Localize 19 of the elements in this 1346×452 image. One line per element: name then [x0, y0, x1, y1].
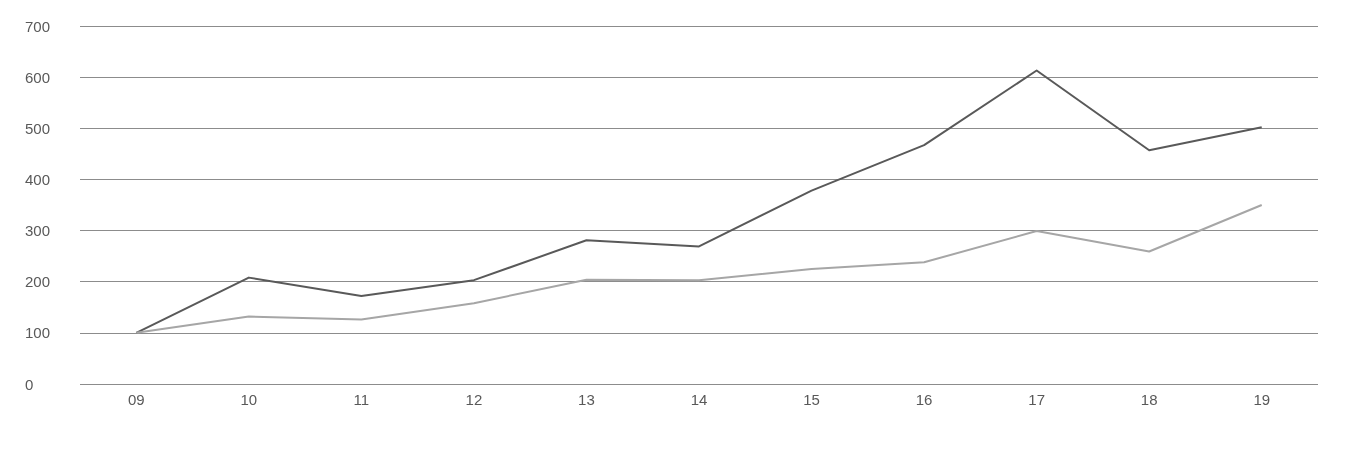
x-tick-label: 11	[353, 391, 370, 408]
y-tick-label: 300	[25, 222, 51, 240]
x-tick-label: 14	[690, 391, 708, 408]
x-tick-label: 19	[1253, 391, 1271, 408]
y-tick-label: 200	[25, 273, 51, 291]
x-tick-label: 12	[465, 391, 483, 408]
y-tick-label: 600	[25, 68, 51, 86]
x-tick-label: 17	[1028, 391, 1045, 408]
x-tick-label: 09	[127, 391, 145, 408]
y-tick-label: 700	[25, 17, 51, 35]
x-tick-label: 15	[803, 391, 820, 408]
x-tick-label: 16	[915, 391, 933, 408]
x-tick-label: 18	[1140, 391, 1158, 408]
y-tick-label: 500	[25, 119, 51, 137]
y-tick-label: 100	[25, 324, 51, 342]
x-tick-label: 13	[578, 391, 595, 408]
y-tick-label: 0	[25, 375, 34, 393]
y-tick-label: 400	[25, 170, 51, 188]
x-tick-label: 10	[240, 391, 258, 408]
